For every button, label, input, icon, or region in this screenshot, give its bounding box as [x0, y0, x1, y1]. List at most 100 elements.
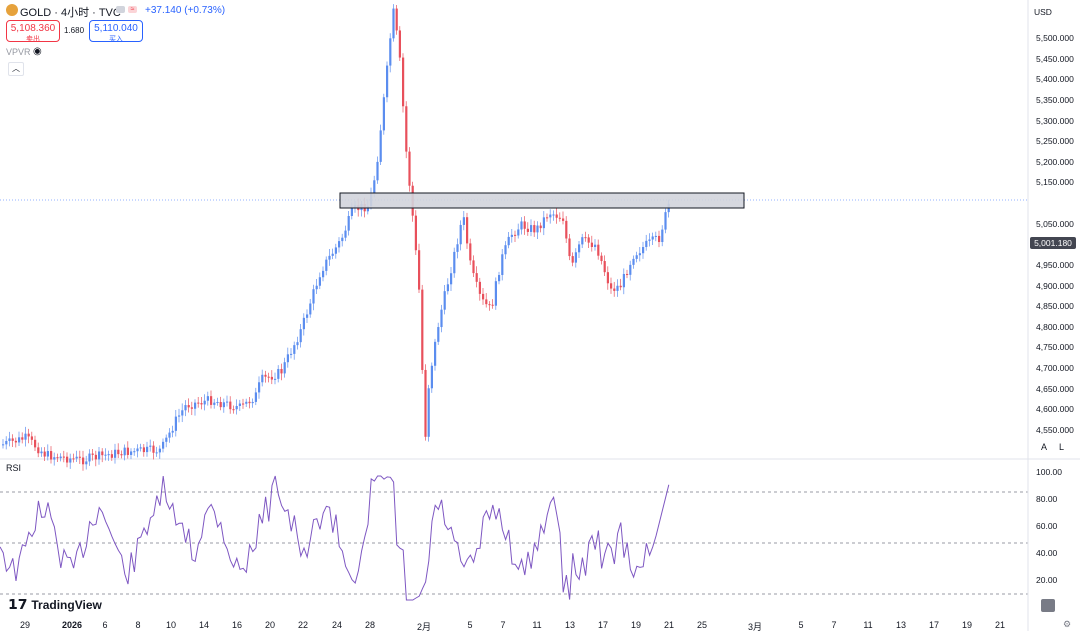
- candle-body: [626, 273, 629, 275]
- candle-body: [155, 452, 158, 454]
- time-tick-label: 8: [135, 620, 141, 630]
- candle-body: [181, 410, 184, 416]
- candle-body: [418, 250, 421, 290]
- candle-body: [562, 218, 565, 221]
- time-tick-label: 3月: [747, 622, 763, 632]
- time-tick-label: 11: [532, 620, 542, 630]
- candle-body: [530, 225, 533, 232]
- candle-body: [178, 415, 181, 417]
- candle-body: [78, 456, 81, 458]
- candle-body: [446, 284, 449, 292]
- rsi-label[interactable]: RSI: [6, 463, 22, 473]
- candle-body: [56, 457, 59, 459]
- candle-body: [456, 244, 459, 252]
- resistance-zone-rectangle[interactable]: [339, 192, 745, 209]
- candle-body: [213, 402, 216, 405]
- price-tick-label: 4,850.000: [1036, 301, 1074, 312]
- candle-body: [197, 402, 200, 404]
- candle-body: [130, 451, 133, 455]
- candle-body: [296, 342, 299, 346]
- price-tick-label: 4,650.000: [1036, 383, 1074, 394]
- settings-gear-icon[interactable]: ⚙: [1063, 619, 1072, 629]
- collapse-chevron-icon[interactable]: ︿: [8, 62, 24, 76]
- candle-body: [11, 438, 14, 441]
- candle-body: [254, 392, 257, 402]
- candle-body: [315, 285, 318, 290]
- rsi-tick-label: 60.00: [1036, 521, 1058, 531]
- candle-body: [18, 437, 21, 443]
- symbol-title[interactable]: GOLD · 4小时 · TVC: [20, 7, 121, 19]
- log-scale-button[interactable]: L: [1059, 442, 1065, 452]
- candle-body: [293, 345, 296, 354]
- candle-body: [661, 229, 664, 243]
- candle-body: [565, 220, 568, 239]
- candle-body: [597, 244, 600, 256]
- candle-body: [658, 235, 661, 243]
- sell-button[interactable]: 5,108.360 卖出: [6, 20, 60, 43]
- price-tick-label: 4,600.000: [1036, 404, 1074, 415]
- time-tick-label: 28: [364, 620, 376, 630]
- candle-body: [526, 228, 529, 232]
- flag-icon[interactable]: [116, 6, 125, 13]
- candle-body: [46, 451, 49, 457]
- candle-body: [66, 456, 69, 463]
- candle-body: [149, 445, 152, 447]
- price-tick-label: 5,350.000: [1036, 94, 1074, 105]
- candle-body: [14, 440, 17, 443]
- price-tick-label: 5,050.000: [1036, 218, 1074, 229]
- eye-icon[interactable]: ◉: [33, 46, 42, 57]
- tradingview-logo-icon: 𝟭𝟳: [8, 596, 28, 612]
- tradingview-logo-text: TradingView: [31, 598, 102, 612]
- candle-body: [616, 285, 619, 291]
- candle-body: [280, 368, 283, 374]
- candle-body: [453, 251, 456, 274]
- candle-body: [264, 374, 267, 377]
- indicator-vpvr-label[interactable]: VPVR: [6, 47, 31, 57]
- price-change: +37.140 (+0.73%): [145, 5, 226, 16]
- candle-body: [277, 368, 280, 379]
- auto-scale-button[interactable]: A: [1041, 442, 1048, 452]
- avatar[interactable]: [1041, 599, 1055, 612]
- candle-body: [379, 130, 382, 162]
- market-status-icon[interactable]: ≈: [128, 6, 137, 13]
- candle-body: [162, 441, 165, 449]
- last-price-tag: 5,108.360: [1034, 195, 1072, 205]
- candle-body: [376, 161, 379, 181]
- currency-label[interactable]: USD: [1034, 7, 1052, 17]
- candle-body: [536, 225, 539, 233]
- candle-body: [306, 314, 309, 318]
- candle-body: [584, 237, 587, 239]
- candle-body: [546, 217, 549, 219]
- sell-price: 5,108.360: [10, 23, 56, 34]
- candle-body: [632, 258, 635, 265]
- time-tick-label: 7: [831, 620, 837, 630]
- candle-body: [168, 432, 171, 438]
- time-tick-label: 2026: [61, 620, 83, 630]
- candle-body: [312, 289, 315, 304]
- candle-body: [642, 247, 645, 254]
- time-tick-label: 24: [331, 620, 343, 630]
- time-tick-label: 17: [928, 620, 940, 630]
- candle-body: [91, 453, 94, 455]
- candle-body: [210, 396, 213, 405]
- time-tick-label: 29: [19, 620, 31, 630]
- candle-body: [408, 151, 411, 186]
- candle-body: [165, 437, 168, 442]
- buy-button[interactable]: 5,110.040 买入: [89, 20, 143, 43]
- time-tick-label: 2月: [416, 622, 432, 632]
- buy-label: 买入: [109, 36, 123, 43]
- candle-body: [123, 447, 126, 456]
- candle-body: [539, 225, 542, 229]
- candle-body: [229, 401, 232, 410]
- candle-body: [520, 221, 523, 230]
- candle-body: [5, 440, 8, 445]
- candle-body: [606, 272, 609, 284]
- candle-body: [139, 447, 142, 449]
- candle-body: [501, 254, 504, 275]
- candle-body: [242, 403, 245, 405]
- candle-body: [245, 401, 248, 404]
- rsi-tick-label: 40.00: [1036, 548, 1058, 558]
- tradingview-logo[interactable]: 𝟭𝟳 TradingView: [8, 596, 102, 613]
- candle-body: [194, 402, 197, 409]
